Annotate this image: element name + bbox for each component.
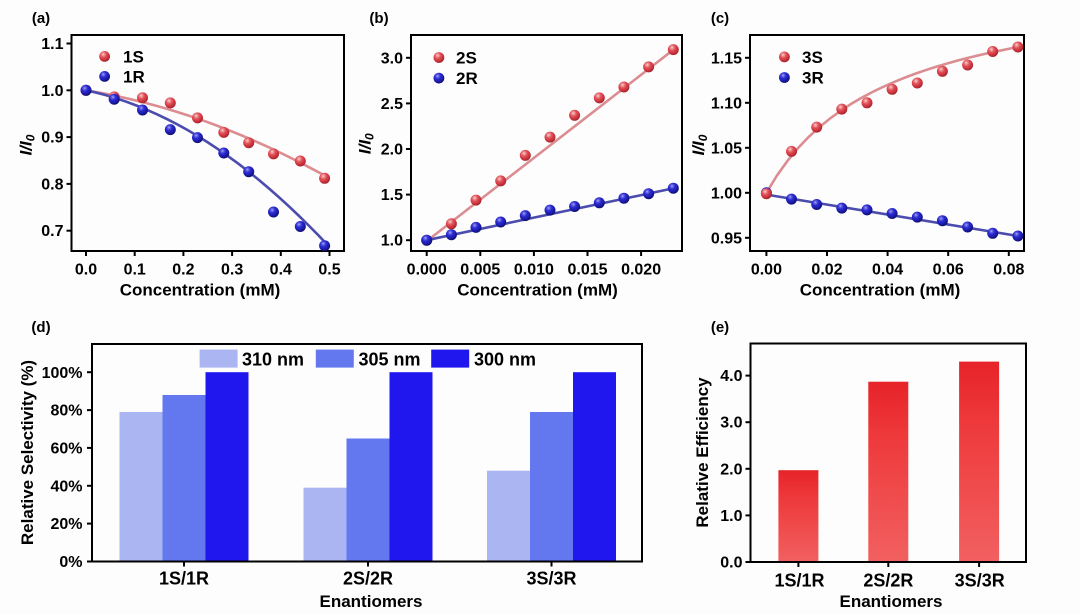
svg-text:2S: 2S xyxy=(456,49,477,68)
svg-text:4.0: 4.0 xyxy=(720,368,742,385)
svg-text:1.1: 1.1 xyxy=(41,36,63,53)
svg-text:3R: 3R xyxy=(802,69,824,88)
svg-text:Concentration (mM): Concentration (mM) xyxy=(457,281,618,300)
svg-text:1.0: 1.0 xyxy=(381,233,403,250)
svg-text:0.0: 0.0 xyxy=(720,555,742,572)
svg-text:(b): (b) xyxy=(369,10,388,27)
svg-text:1R: 1R xyxy=(123,68,145,87)
svg-text:1.0: 1.0 xyxy=(41,83,63,100)
svg-text:0.020: 0.020 xyxy=(621,262,661,279)
svg-text:1.15: 1.15 xyxy=(711,50,742,67)
svg-text:0.005: 0.005 xyxy=(460,262,500,279)
svg-text:Concentration (mM): Concentration (mM) xyxy=(800,281,961,300)
svg-text:0.010: 0.010 xyxy=(514,262,554,279)
svg-text:60%: 60% xyxy=(50,440,82,457)
svg-text:80%: 80% xyxy=(50,403,82,420)
svg-text:2.0: 2.0 xyxy=(381,142,403,159)
svg-text:1.10: 1.10 xyxy=(711,95,742,112)
svg-text:3.0: 3.0 xyxy=(720,415,742,432)
svg-text:0.02: 0.02 xyxy=(811,262,842,279)
svg-text:(d): (d) xyxy=(31,319,50,336)
svg-text:3.0: 3.0 xyxy=(381,50,403,67)
svg-text:(c): (c) xyxy=(711,10,729,27)
svg-text:300 nm: 300 nm xyxy=(474,350,536,370)
svg-text:100%: 100% xyxy=(42,365,83,382)
svg-text:Relative Efficiency: Relative Efficiency xyxy=(693,377,712,528)
svg-text:1S/1R: 1S/1R xyxy=(159,569,209,589)
svg-text:0.015: 0.015 xyxy=(567,262,607,279)
svg-text:0%: 0% xyxy=(59,554,82,571)
svg-text:305 nm: 305 nm xyxy=(359,350,421,370)
svg-text:Relative Selectivity (%): Relative Selectivity (%) xyxy=(18,360,37,545)
svg-text:0.1: 0.1 xyxy=(124,262,146,279)
svg-text:2S/2R: 2S/2R xyxy=(343,569,393,589)
svg-text:0.3: 0.3 xyxy=(221,262,243,279)
svg-text:0.9: 0.9 xyxy=(41,130,63,147)
svg-text:0.000: 0.000 xyxy=(407,262,447,279)
svg-text:2.0: 2.0 xyxy=(720,461,742,478)
svg-text:0.06: 0.06 xyxy=(933,262,964,279)
svg-text:I/I0: I/I0 xyxy=(689,134,710,155)
svg-text:I/I0: I/I0 xyxy=(356,133,377,154)
svg-text:2S/2R: 2S/2R xyxy=(863,571,913,591)
svg-text:Concentration (mM): Concentration (mM) xyxy=(120,281,281,300)
svg-text:0.95: 0.95 xyxy=(711,230,742,247)
svg-text:Enantiomers: Enantiomers xyxy=(320,592,423,611)
svg-text:3S/3R: 3S/3R xyxy=(526,569,576,589)
svg-text:I/I0: I/I0 xyxy=(17,134,38,155)
svg-text:3S/3R: 3S/3R xyxy=(955,571,1005,591)
svg-text:0.08: 0.08 xyxy=(993,262,1024,279)
svg-text:0.00: 0.00 xyxy=(751,262,782,279)
svg-text:1.00: 1.00 xyxy=(711,185,742,202)
svg-text:0.7: 0.7 xyxy=(41,223,63,240)
svg-text:1.05: 1.05 xyxy=(711,140,742,157)
svg-text:1.0: 1.0 xyxy=(720,508,742,525)
svg-text:(e): (e) xyxy=(711,319,729,336)
svg-text:1S: 1S xyxy=(123,48,144,67)
svg-text:1.5: 1.5 xyxy=(381,187,403,204)
svg-text:2R: 2R xyxy=(456,69,478,88)
svg-text:Enantiomers: Enantiomers xyxy=(840,592,943,611)
svg-text:1S/1R: 1S/1R xyxy=(774,571,824,591)
svg-text:0.5: 0.5 xyxy=(318,262,340,279)
svg-text:3S: 3S xyxy=(802,48,823,67)
svg-text:0.8: 0.8 xyxy=(41,176,63,193)
svg-text:0.04: 0.04 xyxy=(872,262,903,279)
svg-text:20%: 20% xyxy=(50,516,82,533)
svg-text:310 nm: 310 nm xyxy=(242,350,304,370)
svg-text:2.5: 2.5 xyxy=(381,96,403,113)
svg-text:40%: 40% xyxy=(50,478,82,495)
svg-text:0.0: 0.0 xyxy=(75,262,97,279)
svg-text:(a): (a) xyxy=(32,10,50,27)
svg-text:0.4: 0.4 xyxy=(270,262,292,279)
svg-text:0.2: 0.2 xyxy=(172,262,194,279)
